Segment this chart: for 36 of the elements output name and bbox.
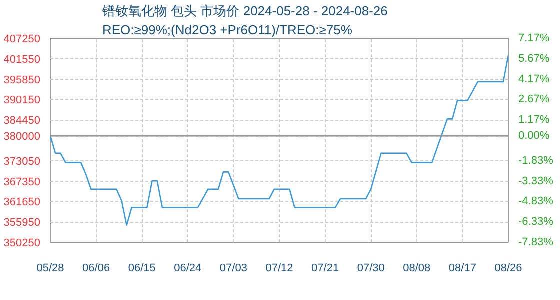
y2-tick-label: -6.33% <box>518 216 554 228</box>
x-tick-label: 07/03 <box>220 262 248 274</box>
y-tick-label: 373050 <box>4 156 41 168</box>
y2-tick-label: 5.67% <box>518 52 550 65</box>
y2-tick-label: -1.83% <box>518 154 554 167</box>
y2-tick-label: -3.33% <box>518 175 554 188</box>
line-series <box>50 54 508 226</box>
x-tick-label: 06/06 <box>82 262 110 274</box>
y-tick-label: 350250 <box>4 238 41 250</box>
y2-tick-label: 7.17% <box>518 32 550 44</box>
x-tick-label: 08/17 <box>448 262 476 274</box>
y-tick-label: 407250 <box>4 34 41 46</box>
y-tick-label: 367350 <box>4 176 41 188</box>
x-tick-label: 08/26 <box>494 262 522 274</box>
y2-tick-label: -7.83% <box>518 236 554 248</box>
y2-tick-label: 2.67% <box>518 94 550 106</box>
x-tick-label: 07/21 <box>312 262 340 274</box>
y-tick-label: 390150 <box>4 94 41 107</box>
x-tick-label: 05/28 <box>36 262 64 274</box>
x-tick-label: 07/12 <box>266 262 294 274</box>
y-tick-label: 395850 <box>4 74 41 86</box>
y-tick-label: 355950 <box>4 217 41 230</box>
y-tick-label: 401550 <box>4 54 41 66</box>
chart-title: 镨钕氧化物 包头 市场价 2024-05-28 - 2024-08-26 <box>102 4 388 18</box>
y2-tick-label: 0.00% <box>518 130 550 142</box>
y2-tick-label: 1.17% <box>518 114 550 126</box>
y-tick-label: 380000 <box>4 131 41 144</box>
y2-tick-label: -4.83% <box>518 196 554 208</box>
x-tick-label: 06/15 <box>128 262 156 274</box>
y-tick-label: 361650 <box>4 196 41 209</box>
chart-subtitle: REO:≥99%;(Nd2O3 +Pr6O11)/TREO:≥75% <box>102 22 353 38</box>
x-tick-label: 08/08 <box>403 262 431 274</box>
y2-tick-label: 4.17% <box>518 73 550 86</box>
x-tick-label: 06/24 <box>174 262 202 274</box>
x-tick-label: 07/30 <box>357 262 385 274</box>
y-tick-label: 384450 <box>4 115 41 128</box>
